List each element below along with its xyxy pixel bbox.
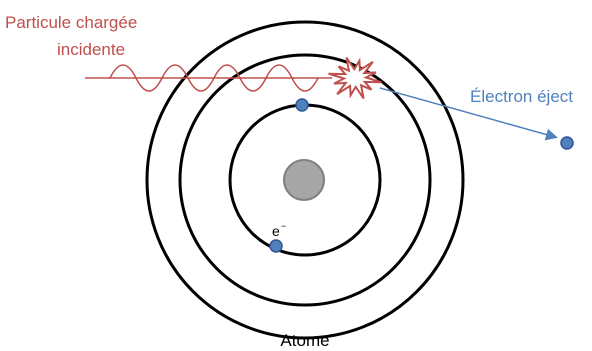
- ejected-label: Électron éject: [470, 87, 573, 106]
- ejected-electron: [561, 137, 573, 149]
- electron-charge: −: [281, 221, 286, 231]
- incident-label: Particule chargée: [5, 13, 137, 32]
- collision-burst: [329, 58, 382, 99]
- atom-label: Atome: [280, 331, 329, 350]
- nucleus: [284, 160, 324, 200]
- electron-label: e: [272, 223, 280, 239]
- electron: [296, 99, 308, 111]
- diagram: Particule chargée incidente Électron éje…: [0, 0, 592, 351]
- electron: [270, 240, 282, 252]
- incident-label: incidente: [57, 40, 125, 59]
- page: {"labels": {"incident": ["Particule char…: [0, 0, 592, 351]
